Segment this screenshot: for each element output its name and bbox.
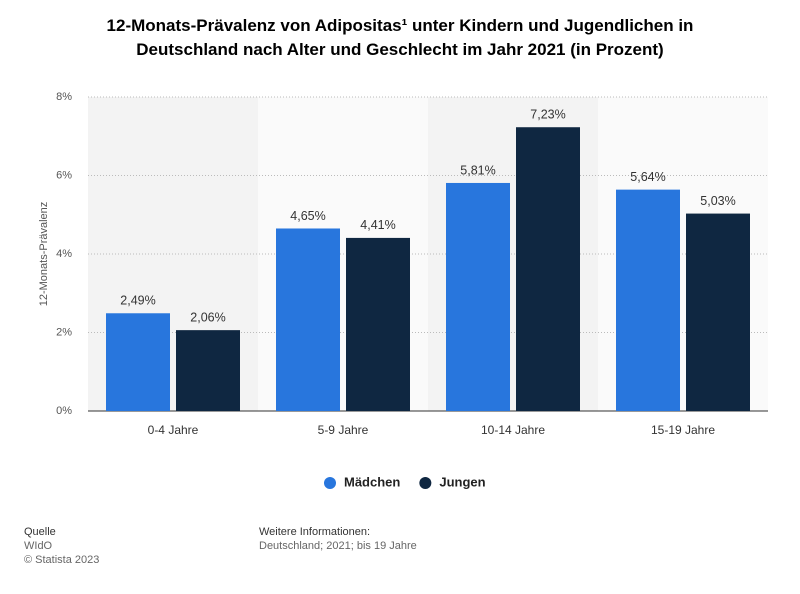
value-label: 5,64% (630, 170, 665, 184)
x-tick-label: 5-9 Jahre (318, 423, 369, 437)
legend-marker (419, 477, 432, 489)
y-tick-label: 6% (56, 169, 72, 181)
bar (346, 237, 410, 411)
bar (516, 127, 580, 411)
value-label: 4,65% (290, 209, 325, 223)
copyright: © Statista 2023 (24, 554, 99, 566)
bar (686, 213, 750, 411)
x-tick-label: 10-14 Jahre (481, 423, 545, 437)
x-tick-label: 0-4 Jahre (148, 423, 199, 437)
value-label: 7,23% (530, 108, 565, 122)
value-label: 4,41% (360, 218, 395, 232)
source-label: Quelle (24, 526, 56, 538)
y-tick-label: 0% (56, 405, 72, 417)
legend-marker (324, 477, 336, 489)
legend-label: Mädchen (344, 474, 400, 489)
bar (276, 228, 340, 411)
y-tick-label: 4% (56, 248, 72, 260)
bar (176, 330, 240, 411)
y-tick-label: 8% (56, 91, 72, 103)
value-label: 2,49% (120, 294, 155, 308)
y-axis-label: 12-Monats-Prävalenz (38, 202, 50, 307)
info-label: Weitere Informationen: (259, 526, 370, 538)
info: Deutschland; 2021; bis 19 Jahre (259, 540, 417, 552)
value-label: 2,06% (190, 310, 225, 324)
value-label: 5,03% (700, 194, 735, 208)
source: WIdO (24, 540, 53, 552)
value-label: 5,81% (460, 163, 495, 177)
bar (106, 313, 170, 411)
chart-title: 12-Monats-Prävalenz von Adipositas¹ unte… (106, 16, 694, 59)
bar (616, 189, 680, 411)
bar (446, 182, 510, 411)
x-tick-label: 15-19 Jahre (651, 423, 715, 437)
y-tick-label: 2% (56, 326, 72, 338)
legend-label: Jungen (439, 474, 485, 489)
